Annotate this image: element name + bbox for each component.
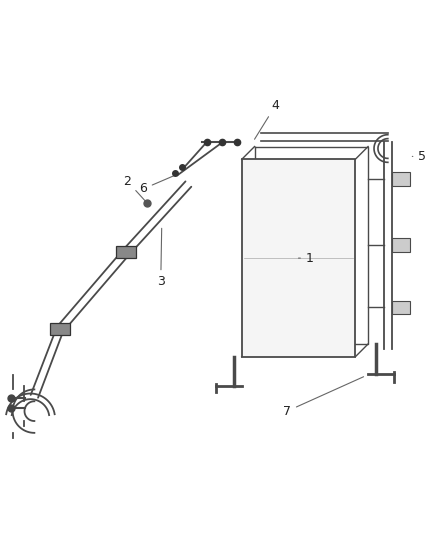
Text: 5: 5	[412, 150, 426, 163]
Text: 2: 2	[123, 175, 145, 201]
Text: 3: 3	[157, 228, 165, 288]
Bar	[392, 238, 410, 252]
Text: 6: 6	[139, 175, 175, 196]
Polygon shape	[242, 159, 355, 357]
Bar	[50, 324, 70, 335]
Bar	[392, 301, 410, 314]
Text: 4: 4	[254, 99, 280, 139]
Text: 1: 1	[298, 252, 314, 264]
Bar	[392, 172, 410, 186]
Bar	[117, 246, 136, 258]
Text: 7: 7	[283, 377, 364, 418]
